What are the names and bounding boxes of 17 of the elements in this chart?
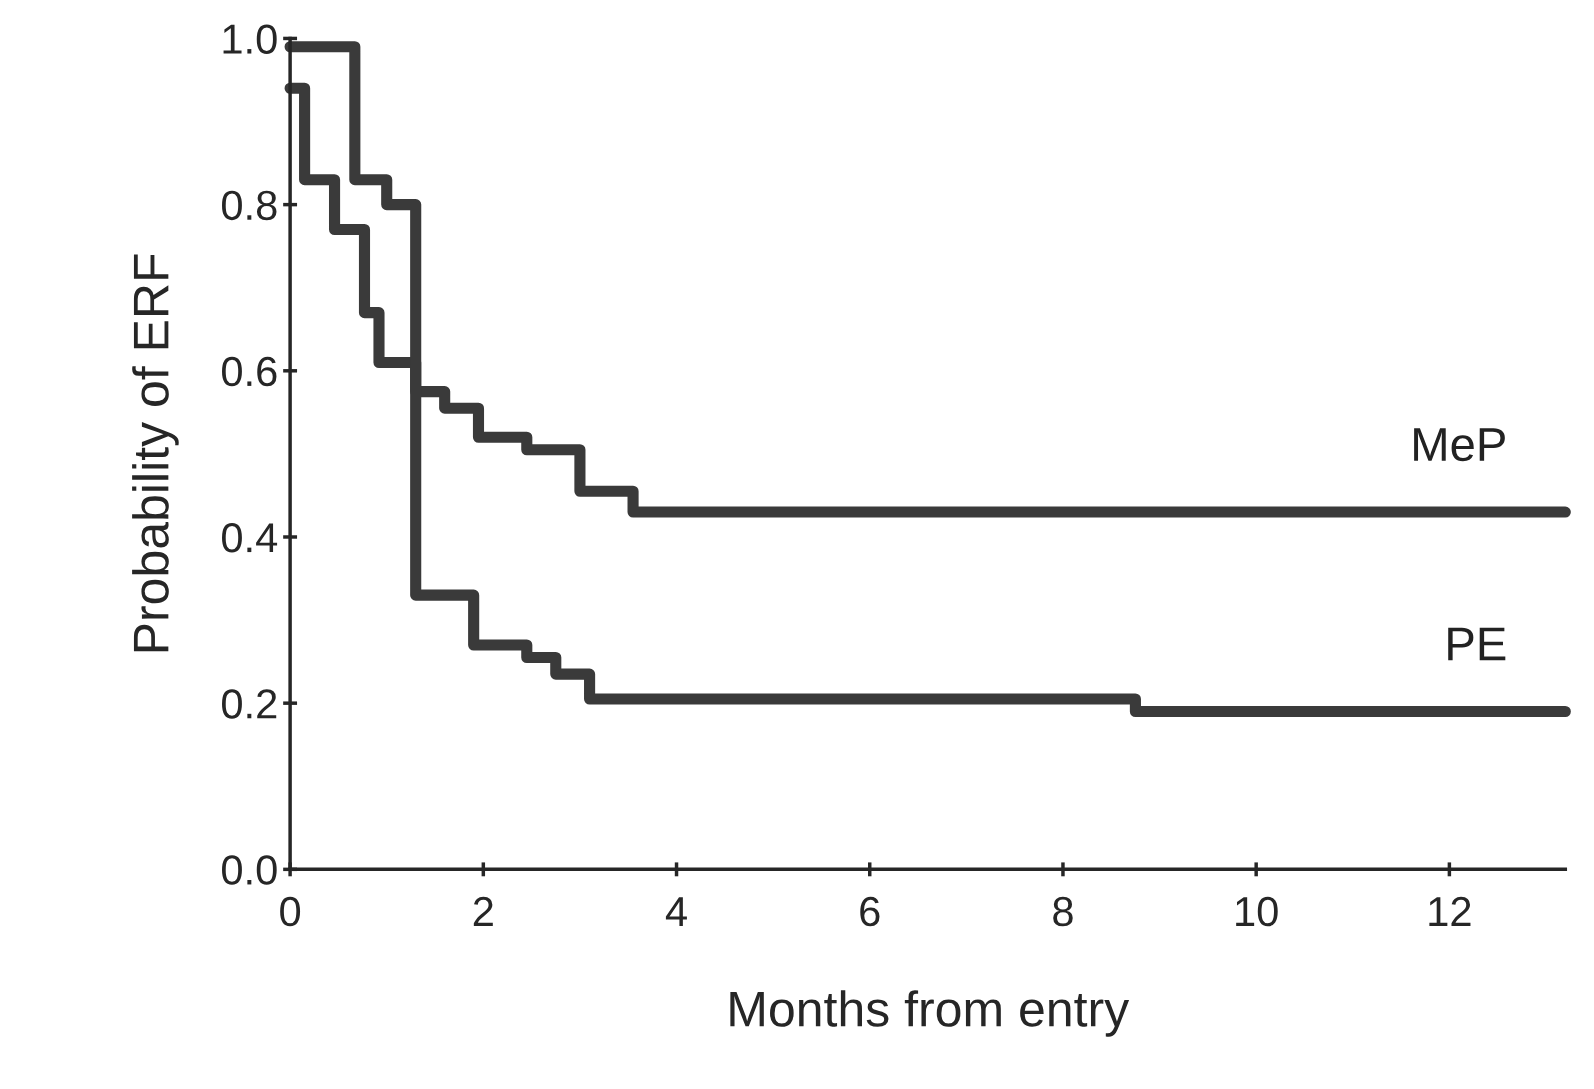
x-tick-label: 8 [1053, 896, 1073, 927]
x-tick-label: 2 [473, 896, 493, 926]
y-tick-label: 0.0 [222, 855, 277, 885]
x-tick-label: 0 [280, 896, 301, 927]
y-tick-label: 0.2 [222, 689, 277, 719]
x-tick-label: 12 [1429, 896, 1471, 926]
y-tick-label: 1.0 [223, 24, 277, 54]
y-tick-label: 0.6 [222, 356, 277, 387]
x-tick-label: 10 [1236, 896, 1278, 927]
x-tick-label: 4 [665, 897, 687, 926]
y-axis-title: Probability of ERF [132, 254, 179, 652]
x-tick-label: 6 [860, 896, 880, 927]
y-tick-label: 0.8 [222, 190, 277, 221]
series-label: MeP [1414, 428, 1505, 462]
series-label: PE [1448, 627, 1506, 661]
y-tick-label: 0.4 [222, 522, 278, 553]
x-axis-title: Months from entry [730, 990, 1130, 1037]
